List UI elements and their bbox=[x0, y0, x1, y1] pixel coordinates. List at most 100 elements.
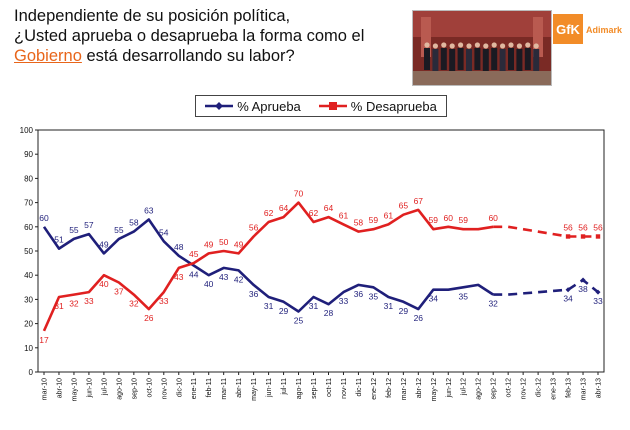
y-tick-label: 50 bbox=[24, 247, 33, 256]
data-label-approve: 33 bbox=[339, 296, 349, 306]
data-point bbox=[595, 234, 601, 239]
data-label-disapprove: 26 bbox=[144, 313, 154, 323]
chart-legend: % Aprueba % Desaprueba bbox=[195, 95, 447, 117]
x-tick-label: ago-12 bbox=[476, 378, 483, 400]
x-tick-label: may-12 bbox=[431, 378, 438, 401]
data-label-disapprove: 67 bbox=[414, 196, 424, 206]
data-label-disapprove: 64 bbox=[324, 203, 334, 213]
x-tick-label: ago-11 bbox=[296, 378, 303, 399]
title-line-3-rest: está desarrollando su labor? bbox=[81, 47, 295, 65]
x-tick-label: ene-11 bbox=[191, 378, 198, 399]
cabinet-photo bbox=[412, 10, 552, 86]
data-label-approve: 26 bbox=[414, 313, 424, 323]
data-label-disapprove: 33 bbox=[84, 296, 94, 306]
data-point bbox=[580, 234, 586, 239]
data-label-approve: 25 bbox=[294, 316, 304, 326]
data-label-disapprove: 49 bbox=[234, 239, 244, 249]
y-tick-label: 80 bbox=[24, 174, 33, 183]
data-label-disapprove: 50 bbox=[219, 237, 229, 247]
title-highlight-word: Gobierno bbox=[14, 47, 82, 65]
data-label-disapprove: 61 bbox=[339, 210, 349, 220]
logo-sub: Adimark bbox=[586, 25, 623, 35]
x-tick-label: jul-12 bbox=[461, 378, 468, 396]
x-tick-label: sep-11 bbox=[311, 378, 318, 399]
x-tick-label: ago-10 bbox=[116, 378, 123, 400]
data-label-approve: 31 bbox=[264, 301, 274, 311]
legend-item-approve: % Aprueba bbox=[205, 99, 301, 114]
x-tick-label: dic-10 bbox=[176, 378, 183, 397]
data-label-approve: 40 bbox=[204, 279, 214, 289]
legend-swatch-approve bbox=[205, 102, 234, 110]
x-tick-label: abr-12 bbox=[416, 378, 423, 398]
x-tick-label: may-10 bbox=[71, 378, 78, 401]
y-tick-label: 0 bbox=[29, 368, 34, 377]
x-tick-label: nov-10 bbox=[161, 378, 168, 400]
data-label-approve: 28 bbox=[324, 308, 334, 318]
x-tick-label: ene-13 bbox=[551, 378, 558, 400]
data-label-approve: 55 bbox=[69, 225, 79, 235]
data-label-approve: 36 bbox=[249, 289, 259, 299]
data-label-approve: 48 bbox=[174, 242, 184, 252]
data-label-approve: 49 bbox=[99, 239, 109, 249]
data-label-approve: 44 bbox=[189, 270, 199, 280]
x-tick-label: nov-12 bbox=[521, 378, 528, 400]
x-tick-label: abr-11 bbox=[236, 378, 243, 398]
legend-item-disapprove: % Desaprueba bbox=[318, 98, 437, 114]
data-label-approve: 58 bbox=[129, 218, 139, 228]
data-label-approve: 31 bbox=[384, 301, 394, 311]
data-label-disapprove: 56 bbox=[578, 222, 588, 232]
data-label-disapprove: 61 bbox=[384, 210, 394, 220]
data-label-disapprove: 40 bbox=[99, 279, 109, 289]
data-label-disapprove: 17 bbox=[39, 335, 49, 345]
x-tick-label: sep-12 bbox=[491, 378, 498, 400]
cabinet-photo-image bbox=[413, 11, 551, 85]
data-label-disapprove: 32 bbox=[69, 299, 79, 309]
data-label-approve: 35 bbox=[459, 291, 469, 301]
x-tick-label: dic-11 bbox=[356, 378, 363, 397]
gfk-adimark-logo: GfK Adimark bbox=[553, 14, 623, 44]
data-label-disapprove: 70 bbox=[294, 189, 304, 199]
data-label-disapprove: 65 bbox=[399, 201, 409, 211]
data-label-disapprove: 59 bbox=[369, 215, 379, 225]
data-label-approve: 63 bbox=[144, 206, 154, 216]
series-line-approve bbox=[42, 218, 494, 313]
y-tick-label: 40 bbox=[24, 271, 33, 280]
legend-label-disapprove: % Desaprueba bbox=[350, 98, 437, 114]
data-label-disapprove: 43 bbox=[174, 272, 184, 282]
data-label-disapprove: 56 bbox=[249, 222, 259, 232]
data-label-approve: 35 bbox=[369, 291, 379, 301]
chart-data-labels: 60 51 55 57 49 55 58 63 54 48 44 40 43 42 36 31 29 25 31 28… bbox=[39, 189, 603, 345]
data-label-disapprove: 56 bbox=[563, 222, 573, 232]
x-tick-label: mar-10 bbox=[42, 378, 49, 400]
y-tick-label: 60 bbox=[24, 223, 33, 232]
series-line-disapprove bbox=[42, 201, 494, 332]
chart-title: Independiente de su posición política, ¿… bbox=[14, 6, 414, 66]
y-tick-label: 10 bbox=[24, 344, 33, 353]
title-line-2: ¿Usted aprueba o desaprueba la forma com… bbox=[14, 27, 365, 45]
data-label-approve: 31 bbox=[309, 301, 319, 311]
x-tick-label: sep-10 bbox=[131, 378, 138, 400]
data-label-approve: 42 bbox=[234, 274, 244, 284]
x-tick-label: oct-11 bbox=[326, 378, 333, 397]
legend-swatch-disapprove bbox=[318, 102, 347, 110]
data-label-approve: 51 bbox=[54, 235, 64, 245]
data-label-disapprove: 49 bbox=[204, 239, 214, 249]
data-label-disapprove: 32 bbox=[129, 299, 139, 309]
plot-frame bbox=[37, 129, 605, 373]
x-tick-label: jul-11 bbox=[281, 378, 288, 396]
x-tick-label: dic-12 bbox=[536, 378, 543, 397]
title-line-1: Independiente de su posición política, bbox=[14, 7, 291, 25]
data-point bbox=[595, 289, 601, 295]
data-label-disapprove: 33 bbox=[159, 296, 169, 306]
data-label-disapprove: 59 bbox=[459, 215, 469, 225]
x-tick-label: oct-10 bbox=[146, 378, 153, 398]
data-label-approve: 29 bbox=[399, 306, 409, 316]
data-label-approve: 34 bbox=[563, 294, 573, 304]
data-label-approve: 32 bbox=[488, 299, 498, 309]
data-label-approve: 33 bbox=[593, 296, 603, 306]
data-label-approve: 34 bbox=[429, 294, 439, 304]
x-tick-label: mar-11 bbox=[221, 378, 228, 400]
x-tick-label: jun-12 bbox=[446, 378, 453, 399]
x-tick-label: mar-13 bbox=[581, 378, 588, 400]
y-tick-label: 90 bbox=[24, 150, 33, 159]
